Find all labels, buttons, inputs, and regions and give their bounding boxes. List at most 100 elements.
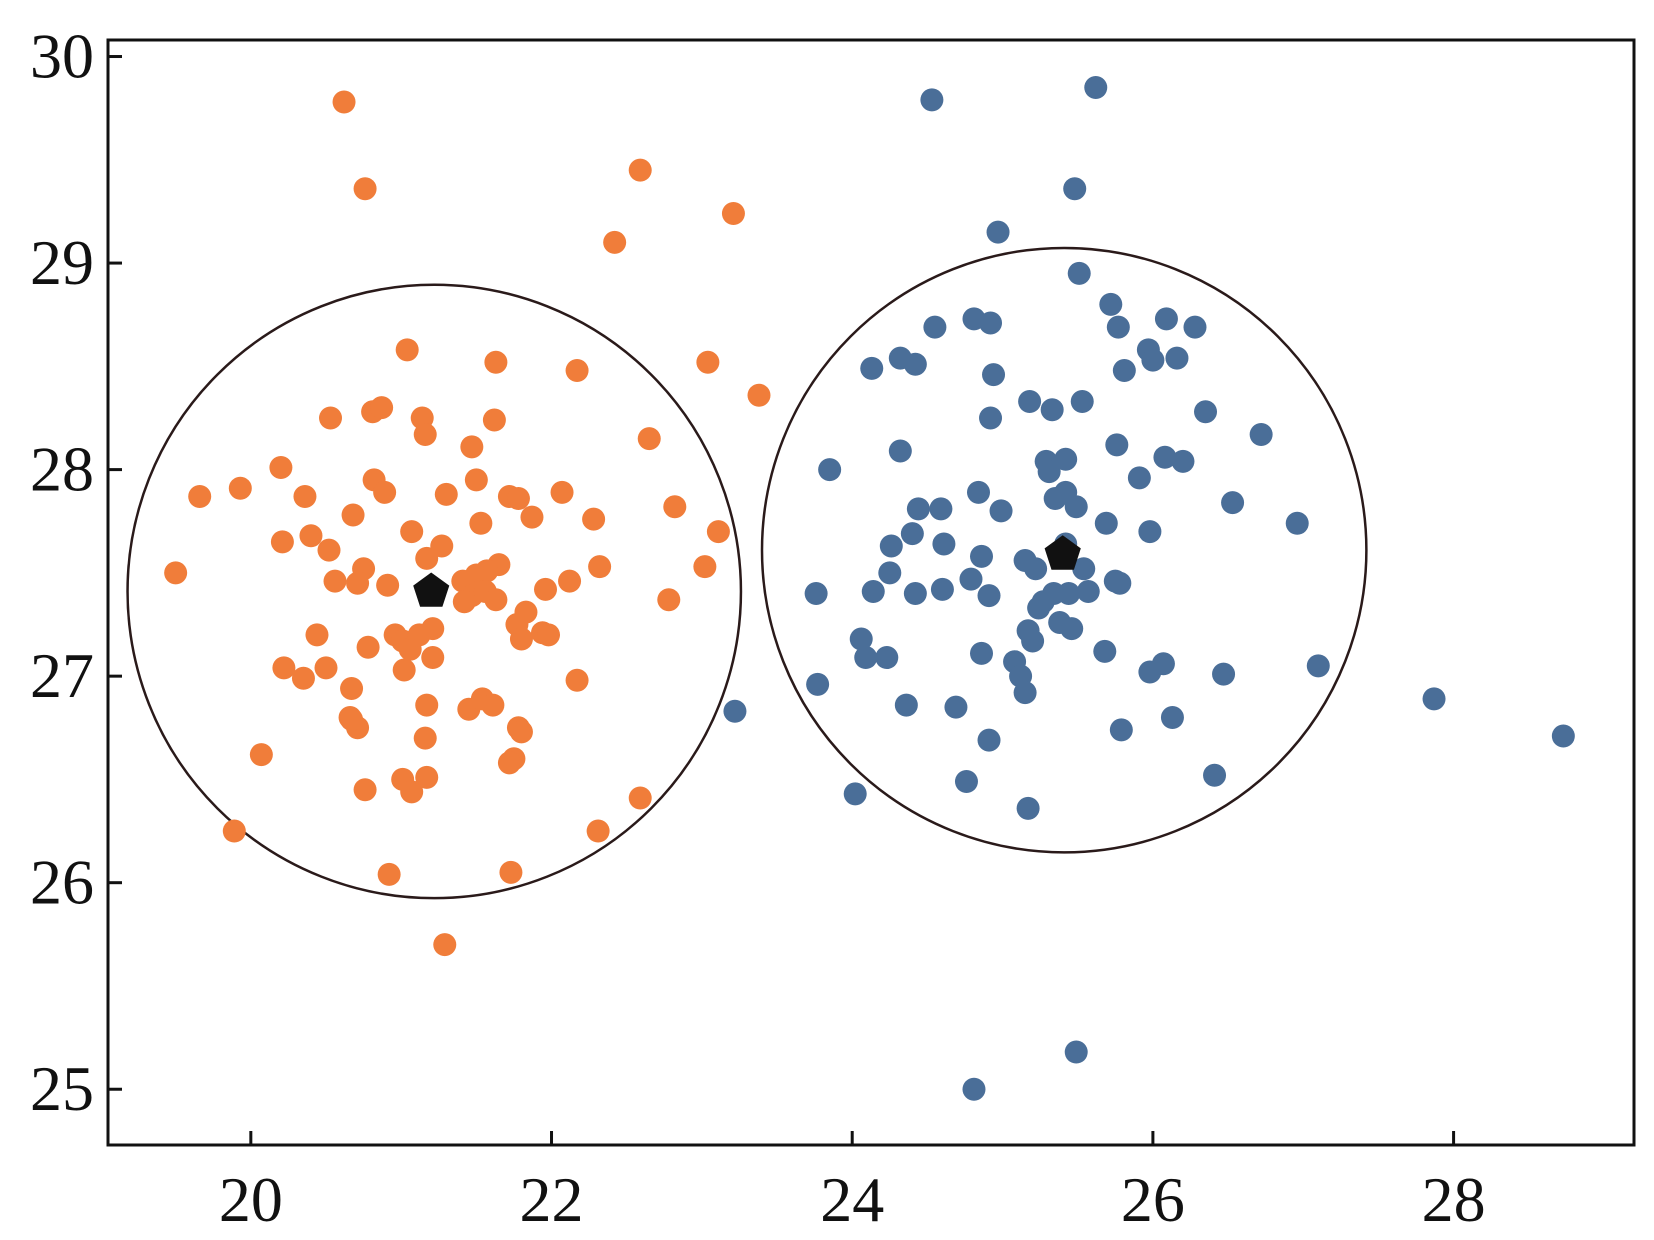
data-point — [1057, 582, 1081, 606]
data-point — [696, 350, 720, 374]
data-point — [1138, 520, 1162, 544]
data-point — [1112, 358, 1136, 382]
data-point — [930, 577, 954, 601]
data-point — [1212, 662, 1236, 686]
data-point — [1067, 261, 1091, 285]
data-point — [1160, 705, 1184, 729]
data-point — [319, 406, 343, 430]
data-point — [509, 720, 533, 744]
data-point — [1063, 177, 1087, 201]
data-point — [954, 769, 978, 793]
data-point — [270, 530, 294, 554]
data-point — [1093, 639, 1117, 663]
data-point — [340, 708, 364, 732]
data-point — [806, 672, 830, 696]
data-point — [400, 780, 424, 804]
y-tick-label: 29 — [30, 227, 94, 298]
x-tick-label: 24 — [820, 1164, 884, 1235]
data-point — [1109, 718, 1133, 742]
data-point — [464, 468, 488, 492]
data-point — [272, 656, 296, 680]
data-point — [305, 623, 329, 647]
data-point — [1183, 315, 1207, 339]
data-point — [818, 458, 842, 482]
x-tick-label: 28 — [1422, 1164, 1486, 1235]
data-point — [1084, 76, 1108, 100]
data-point — [228, 476, 252, 500]
data-point — [970, 641, 994, 665]
data-point — [977, 728, 1001, 752]
data-point — [900, 522, 924, 546]
data-point — [1422, 687, 1446, 711]
data-point — [1016, 796, 1040, 820]
data-point — [982, 363, 1006, 387]
data-point — [979, 406, 1003, 430]
data-point — [373, 480, 397, 504]
data-point — [861, 579, 885, 603]
data-point — [879, 534, 903, 558]
data-point — [400, 520, 424, 544]
data-point — [962, 1077, 986, 1101]
data-point — [586, 819, 610, 843]
data-point — [706, 520, 730, 544]
data-points — [164, 76, 1575, 1101]
data-point — [565, 358, 589, 382]
data-point — [966, 480, 990, 504]
data-point — [989, 499, 1013, 523]
plot-frame — [106, 38, 1636, 1147]
data-point — [1127, 466, 1151, 490]
data-point — [903, 352, 927, 376]
data-point — [747, 383, 771, 407]
data-point — [481, 693, 505, 717]
data-point — [903, 582, 927, 606]
data-point — [878, 561, 902, 585]
data-point — [353, 177, 377, 201]
data-point — [1094, 511, 1118, 535]
x-tick-label: 20 — [219, 1164, 283, 1235]
data-point — [1106, 315, 1130, 339]
data-point — [1018, 389, 1042, 413]
data-point — [565, 668, 589, 692]
y-tick-label: 30 — [30, 21, 94, 92]
data-point — [1221, 491, 1245, 515]
data-point — [970, 544, 994, 568]
data-point — [433, 933, 457, 957]
series-2 — [723, 76, 1575, 1101]
data-point — [421, 646, 445, 670]
centroid-marker-2 — [1044, 535, 1081, 570]
data-point — [164, 561, 188, 585]
data-point — [1064, 1040, 1088, 1064]
data-point — [854, 646, 878, 670]
y-tick-label: 28 — [30, 434, 94, 505]
data-point — [484, 588, 508, 612]
data-point — [875, 646, 899, 670]
data-point — [395, 338, 419, 362]
x-tick-label: 26 — [1121, 1164, 1185, 1235]
data-point — [1165, 346, 1189, 370]
data-point — [1021, 629, 1045, 653]
data-point — [1054, 447, 1078, 471]
data-point — [1194, 400, 1218, 424]
data-point — [923, 315, 947, 339]
data-point — [497, 751, 521, 775]
data-point — [377, 862, 401, 886]
data-point — [407, 623, 431, 647]
data-point — [558, 569, 582, 593]
data-point — [434, 482, 458, 506]
x-tick-label: 22 — [520, 1164, 584, 1235]
data-point — [1040, 398, 1064, 422]
data-point — [628, 158, 652, 182]
data-point — [222, 819, 246, 843]
data-point — [986, 220, 1010, 244]
data-point — [550, 480, 574, 504]
data-point — [332, 90, 356, 114]
data-point — [888, 439, 912, 463]
data-point — [582, 507, 606, 531]
data-point — [1072, 557, 1096, 581]
data-point — [415, 693, 439, 717]
data-point — [534, 577, 558, 601]
data-point — [346, 571, 370, 595]
data-point — [299, 524, 323, 548]
data-point — [1076, 579, 1100, 603]
